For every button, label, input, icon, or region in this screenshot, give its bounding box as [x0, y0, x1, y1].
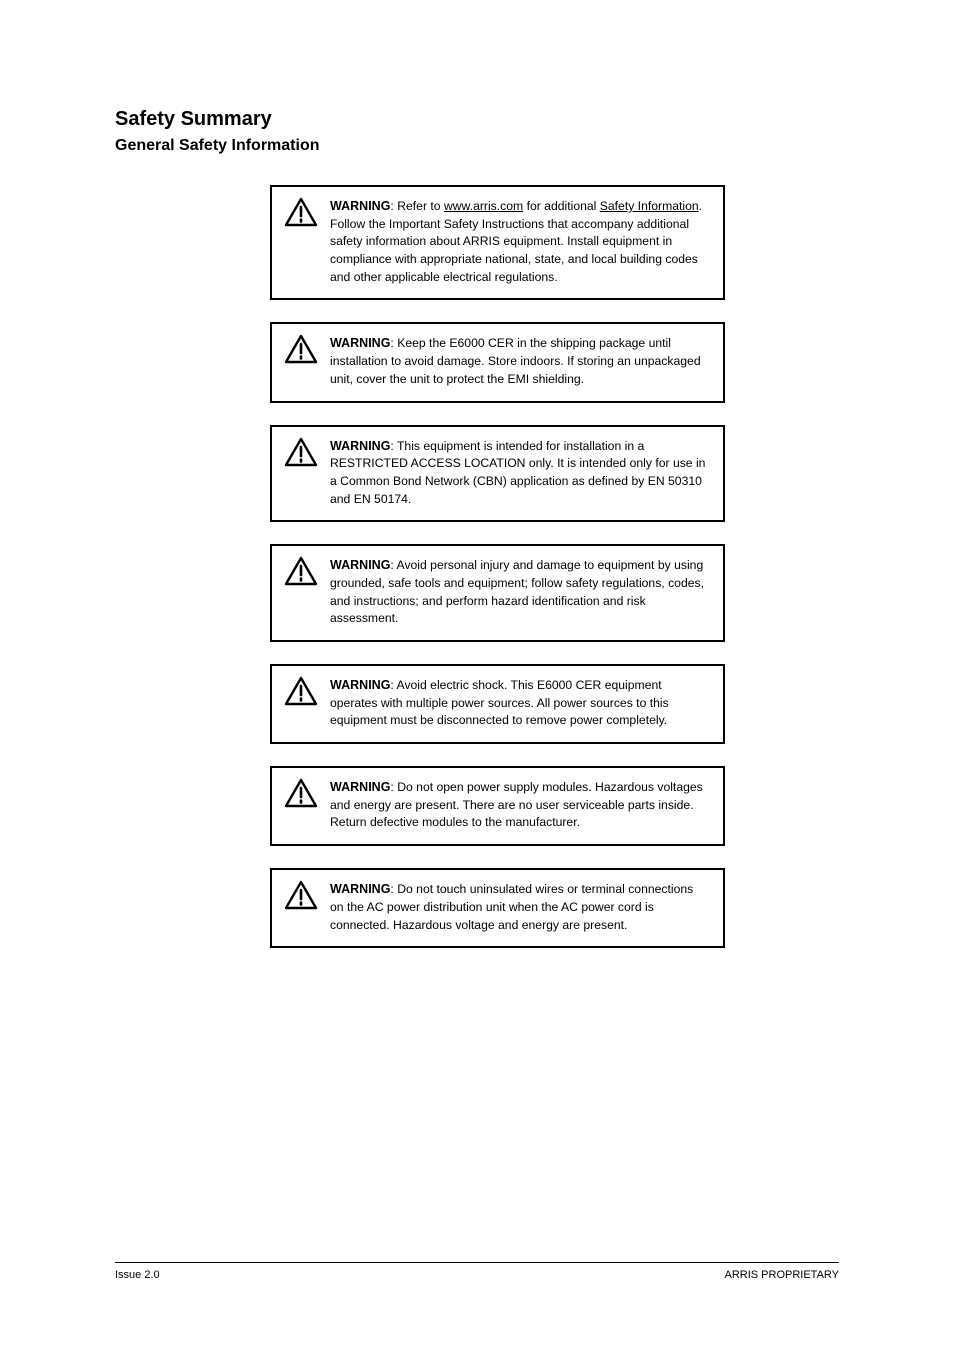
warning-header: WARNING — [330, 439, 390, 453]
warning-header: WARNING — [330, 882, 390, 896]
warning-triangle-icon — [284, 778, 318, 808]
warning-body-mid: for additional — [523, 199, 600, 213]
warning-header: WARNING — [330, 678, 390, 692]
warning-triangle-icon — [284, 676, 318, 706]
warning-text: WARNING: This equipment is intended for … — [330, 437, 709, 509]
warning-header: WARNING — [330, 336, 390, 350]
page-root: Safety Summary General Safety Informatio… — [0, 0, 954, 1351]
warning-text: WARNING: Keep the E6000 CER in the shipp… — [330, 334, 709, 388]
warning-text: WARNING: Do not touch uninsulated wires … — [330, 880, 709, 934]
warning-text: WARNING: Do not open power supply module… — [330, 778, 709, 832]
warning-box: WARNING: Do not open power supply module… — [270, 766, 725, 846]
warning-triangle-icon — [284, 197, 318, 227]
warning-triangle-icon — [284, 556, 318, 586]
footer-left: Issue 2.0 — [115, 1269, 160, 1281]
page-title: Safety Summary — [115, 108, 839, 131]
warning-text: WARNING: Avoid personal injury and damag… — [330, 556, 709, 628]
warning-triangle-icon — [284, 880, 318, 910]
warning-boxes-container: WARNING: Refer to www.arris.com for addi… — [270, 185, 725, 948]
warning-underline: Safety Information — [600, 199, 699, 213]
page-subtitle: General Safety Information — [115, 137, 839, 155]
warning-box: WARNING: Avoid personal injury and damag… — [270, 544, 725, 642]
warning-header: WARNING — [330, 558, 390, 572]
warning-text: WARNING: Avoid electric shock. This E600… — [330, 676, 709, 730]
warning-box: WARNING: Do not touch uninsulated wires … — [270, 868, 725, 948]
footer-right: ARRIS PROPRIETARY — [724, 1269, 839, 1281]
warning-triangle-icon — [284, 437, 318, 467]
warning-box: WARNING: Refer to www.arris.com for addi… — [270, 185, 725, 300]
warning-triangle-icon — [284, 334, 318, 364]
warning-link[interactable]: www.arris.com — [444, 199, 523, 213]
warning-header: WARNING — [330, 199, 390, 213]
warning-box: WARNING: Avoid electric shock. This E600… — [270, 664, 725, 744]
page-footer: Issue 2.0 ARRIS PROPRIETARY — [115, 1262, 839, 1281]
warning-text: WARNING: Refer to www.arris.com for addi… — [330, 197, 709, 286]
warning-box: WARNING: Keep the E6000 CER in the shipp… — [270, 322, 725, 402]
warning-box: WARNING: This equipment is intended for … — [270, 425, 725, 523]
warning-body-pre: Refer to — [397, 199, 444, 213]
warning-header: WARNING — [330, 780, 390, 794]
